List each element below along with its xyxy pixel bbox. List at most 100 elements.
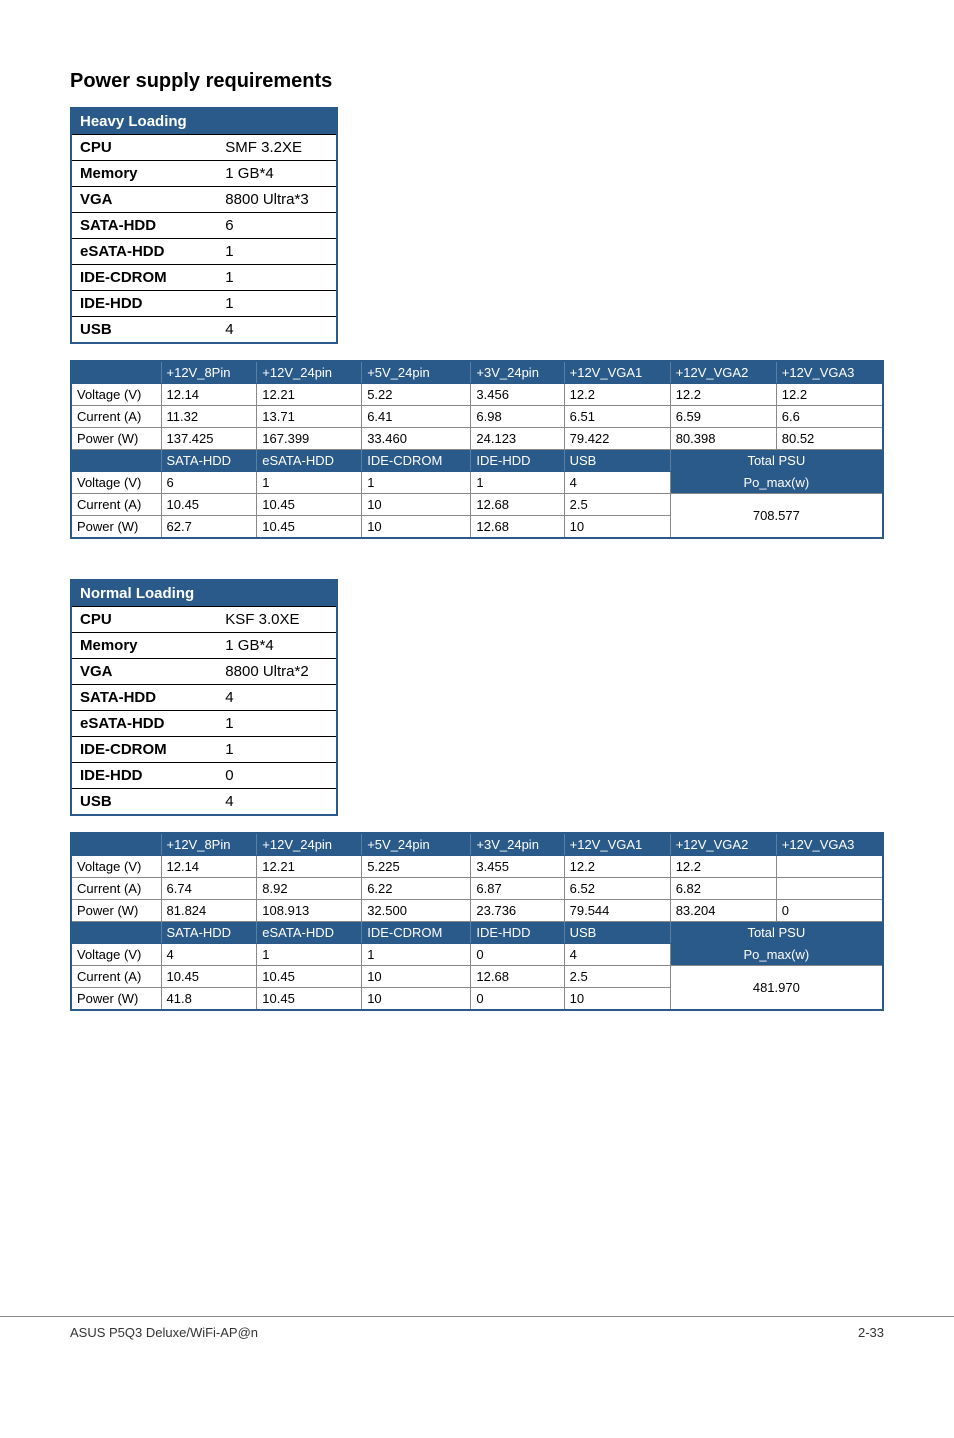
data-cell: 10.45 <box>257 988 362 1011</box>
data-cell: 13.71 <box>257 406 362 428</box>
normal-header: Normal Loading <box>71 580 337 607</box>
col-header <box>71 922 161 944</box>
data-cell: 6.6 <box>776 406 883 428</box>
normal-config-table: Normal Loading CPUKSF 3.0XEMemory1 GB*4V… <box>70 579 338 816</box>
row-label: Voltage (V) <box>71 944 161 966</box>
data-cell: 12.14 <box>161 384 257 406</box>
data-cell: 6 <box>161 472 257 494</box>
data-cell: 8.92 <box>257 878 362 900</box>
data-cell: 80.398 <box>670 428 776 450</box>
data-cell: 41.8 <box>161 988 257 1011</box>
data-cell: 5.225 <box>362 856 471 878</box>
data-cell: 10 <box>362 988 471 1011</box>
col-header <box>71 361 161 384</box>
col-header: USB <box>564 450 670 472</box>
row-label: Power (W) <box>71 428 161 450</box>
cfg-key: VGA <box>71 659 217 685</box>
cfg-val: 1 <box>217 239 337 265</box>
col-header: SATA-HDD <box>161 450 257 472</box>
cfg-val: 4 <box>217 685 337 711</box>
data-cell: 12.21 <box>257 856 362 878</box>
col-header: eSATA-HDD <box>257 922 362 944</box>
col-header: +12V_VGA3 <box>776 833 883 856</box>
data-cell: 1 <box>257 944 362 966</box>
data-cell: 1 <box>362 472 471 494</box>
data-cell: 4 <box>161 944 257 966</box>
data-cell: 0 <box>776 900 883 922</box>
col-header: eSATA-HDD <box>257 450 362 472</box>
col-header: USB <box>564 922 670 944</box>
col-header: IDE-HDD <box>471 450 564 472</box>
data-cell: 3.455 <box>471 856 564 878</box>
data-cell: 83.204 <box>670 900 776 922</box>
data-cell: 24.123 <box>471 428 564 450</box>
data-cell: 1 <box>471 472 564 494</box>
col-header: +12V_VGA1 <box>564 361 670 384</box>
cfg-key: USB <box>71 789 217 816</box>
col-header <box>71 450 161 472</box>
row-label: Voltage (V) <box>71 472 161 494</box>
heavy-header: Heavy Loading <box>71 108 337 135</box>
data-cell: 6.22 <box>362 878 471 900</box>
data-cell: 12.21 <box>257 384 362 406</box>
data-cell: 6.87 <box>471 878 564 900</box>
row-label: Current (A) <box>71 878 161 900</box>
data-cell: 3.456 <box>471 384 564 406</box>
data-cell: 12.2 <box>564 856 670 878</box>
cfg-key: CPU <box>71 135 217 161</box>
row-label: Voltage (V) <box>71 856 161 878</box>
data-cell: 79.422 <box>564 428 670 450</box>
data-cell: 6.52 <box>564 878 670 900</box>
row-label: Power (W) <box>71 516 161 539</box>
data-cell: 137.425 <box>161 428 257 450</box>
data-cell: 167.399 <box>257 428 362 450</box>
col-header: +12V_VGA3 <box>776 361 883 384</box>
col-header: +12V_24pin <box>257 361 362 384</box>
col-header: +12V_8Pin <box>161 833 257 856</box>
data-cell: 12.68 <box>471 494 564 516</box>
cfg-key: Memory <box>71 161 217 187</box>
cfg-val: 4 <box>217 317 337 344</box>
total-psu-value: 481.970 <box>670 966 883 1011</box>
data-cell: 33.460 <box>362 428 471 450</box>
cfg-val: 1 GB*4 <box>217 633 337 659</box>
row-label: Current (A) <box>71 494 161 516</box>
data-cell: 6.41 <box>362 406 471 428</box>
data-cell: 4 <box>564 472 670 494</box>
row-label: Current (A) <box>71 406 161 428</box>
cfg-val: 1 <box>217 711 337 737</box>
cfg-val: 6 <box>217 213 337 239</box>
col-header: +5V_24pin <box>362 833 471 856</box>
data-cell: 80.52 <box>776 428 883 450</box>
data-cell: 11.32 <box>161 406 257 428</box>
cfg-key: VGA <box>71 187 217 213</box>
footer-right: 2-33 <box>858 1325 884 1340</box>
data-cell: 2.5 <box>564 966 670 988</box>
col-header: IDE-HDD <box>471 922 564 944</box>
row-label: Voltage (V) <box>71 384 161 406</box>
data-cell: 10.45 <box>257 494 362 516</box>
cfg-key: CPU <box>71 607 217 633</box>
cfg-val: KSF 3.0XE <box>217 607 337 633</box>
data-cell: 12.2 <box>564 384 670 406</box>
data-cell: 79.544 <box>564 900 670 922</box>
cfg-key: IDE-CDROM <box>71 265 217 291</box>
cfg-val: SMF 3.2XE <box>217 135 337 161</box>
cfg-key: Memory <box>71 633 217 659</box>
data-cell: 6.82 <box>670 878 776 900</box>
heavy-data-table: +12V_8Pin+12V_24pin+5V_24pin+3V_24pin+12… <box>70 360 884 539</box>
heavy-config-table: Heavy Loading CPUSMF 3.2XEMemory1 GB*4VG… <box>70 107 338 344</box>
section-title: Power supply requirements <box>70 70 884 93</box>
col-header: Total PSU <box>670 450 883 472</box>
cfg-val: 1 GB*4 <box>217 161 337 187</box>
data-cell: 10.45 <box>257 516 362 539</box>
normal-data-table: +12V_8Pin+12V_24pin+5V_24pin+3V_24pin+12… <box>70 832 884 1011</box>
data-cell: 32.500 <box>362 900 471 922</box>
cfg-key: SATA-HDD <box>71 213 217 239</box>
col-header <box>71 833 161 856</box>
data-cell: 5.22 <box>362 384 471 406</box>
footer-left: ASUS P5Q3 Deluxe/WiFi-AP@n <box>70 1325 258 1340</box>
total-psu-value: 708.577 <box>670 494 883 539</box>
data-cell: 6.98 <box>471 406 564 428</box>
data-cell: 10 <box>564 516 670 539</box>
